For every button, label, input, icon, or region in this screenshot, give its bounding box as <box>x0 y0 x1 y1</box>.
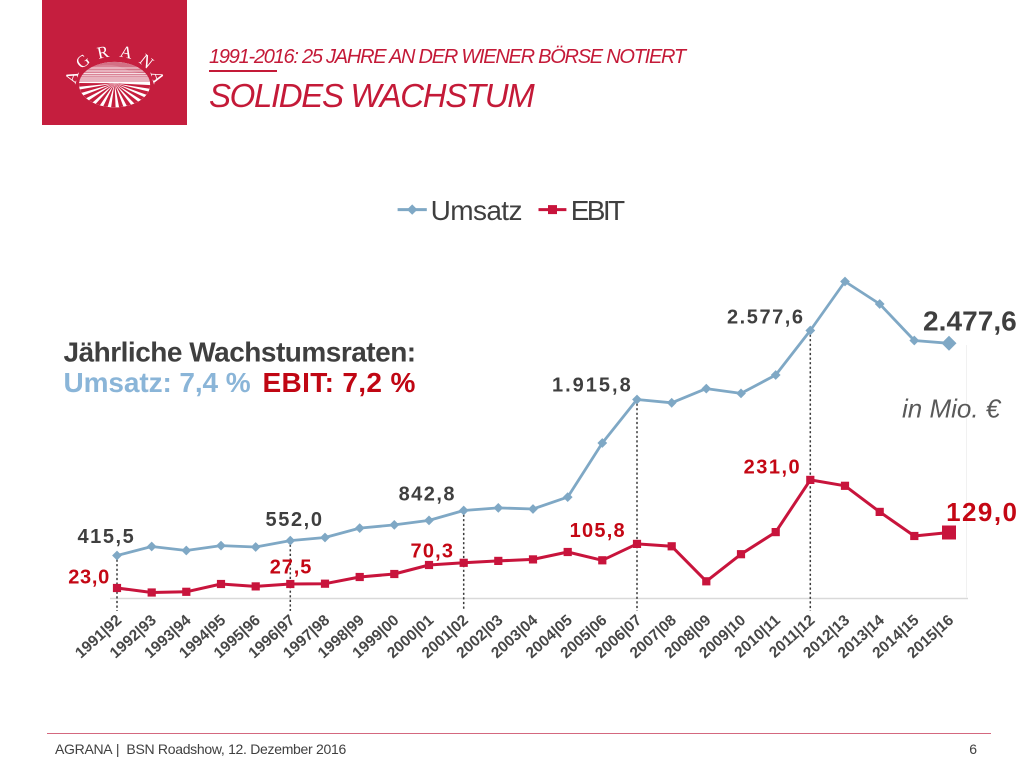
svg-text:105,8: 105,8 <box>570 520 626 542</box>
svg-text:231,0: 231,0 <box>744 456 802 478</box>
svg-text:EBIT: EBIT <box>571 195 625 226</box>
svg-text:842,8: 842,8 <box>399 484 456 506</box>
svg-text:R: R <box>95 42 111 63</box>
svg-text:Umsatz: 7,4 %: Umsatz: 7,4 % <box>64 367 251 398</box>
svg-text:2.577,6: 2.577,6 <box>727 307 805 329</box>
svg-text:Jährliche Wachstumsraten:: Jährliche Wachstumsraten: <box>64 337 416 368</box>
svg-text:415,5: 415,5 <box>78 526 136 548</box>
svg-text:A: A <box>118 42 135 63</box>
svg-text:70,3: 70,3 <box>411 540 455 562</box>
svg-text:23,0: 23,0 <box>68 567 110 589</box>
svg-text:27,5: 27,5 <box>270 557 313 579</box>
svg-text:1.915,8: 1.915,8 <box>552 374 633 396</box>
svg-text:EBIT: 7,2 %: EBIT: 7,2 % <box>263 367 416 398</box>
svg-text:in Mio. €: in Mio. € <box>902 394 1002 424</box>
svg-text:2.477,6: 2.477,6 <box>923 305 1017 336</box>
svg-text:129,0: 129,0 <box>946 497 1018 527</box>
svg-text:Umsatz: Umsatz <box>431 195 522 226</box>
svg-text:552,0: 552,0 <box>266 509 324 531</box>
